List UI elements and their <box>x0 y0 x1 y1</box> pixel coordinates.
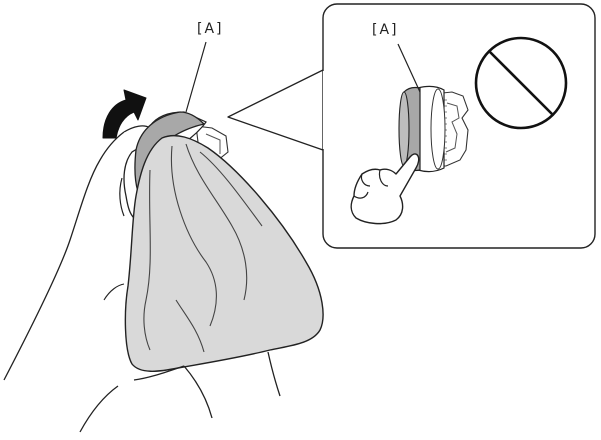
pointing-hand-icon <box>350 153 420 225</box>
main-label-leader <box>185 41 207 113</box>
cloth-folds <box>143 143 263 353</box>
callout-pointer <box>227 69 324 151</box>
cleaning-cloth <box>124 134 324 372</box>
inset-roller <box>398 85 469 173</box>
part-label-a: [A] <box>197 21 224 37</box>
fingers <box>133 351 281 419</box>
prohibited-icon <box>474 36 568 130</box>
inset-part-label-a: [A] <box>372 22 399 38</box>
curved-arrow-icon <box>102 89 147 139</box>
inset-label-leader <box>397 43 421 93</box>
